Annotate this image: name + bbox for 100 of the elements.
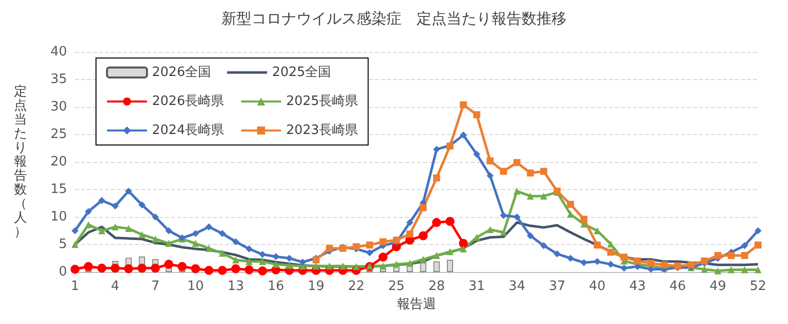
point — [728, 252, 735, 259]
point — [84, 262, 93, 271]
y-tick-label: 25 — [50, 127, 67, 142]
point — [647, 266, 654, 273]
bar — [446, 260, 453, 272]
point — [72, 227, 78, 234]
x-tick-label: 52 — [750, 279, 766, 294]
point — [607, 260, 614, 268]
point — [594, 258, 601, 266]
y-tick-label: 20 — [50, 154, 67, 170]
point — [98, 197, 106, 204]
legend-label: 2023長崎県 — [286, 123, 358, 138]
x-tick-label: 46 — [669, 279, 686, 294]
x-tick-label: 10 — [187, 279, 204, 294]
point — [138, 231, 146, 238]
point — [567, 210, 574, 218]
point — [286, 254, 293, 262]
point — [124, 264, 134, 274]
point — [486, 172, 494, 180]
point — [418, 231, 428, 240]
point — [500, 228, 508, 236]
point — [326, 262, 333, 270]
legend-label: 2026全国 — [152, 65, 212, 80]
y-tick-label: 5 — [58, 237, 67, 252]
x-tick-label: 22 — [348, 279, 365, 294]
x-tick-label: 25 — [388, 279, 405, 294]
point — [607, 240, 614, 248]
point — [352, 263, 360, 270]
point — [244, 265, 254, 274]
x-tick-label: 4 — [111, 279, 120, 294]
point — [258, 250, 266, 258]
point — [432, 218, 442, 227]
point — [754, 227, 762, 234]
point — [513, 188, 520, 195]
point — [458, 238, 468, 248]
point — [607, 248, 614, 256]
point — [218, 266, 227, 275]
point — [125, 188, 132, 195]
x-tick-label: 7 — [151, 279, 160, 294]
point — [700, 258, 708, 264]
point — [366, 242, 374, 249]
point — [112, 202, 119, 210]
x-axis-title: 報告週 — [397, 296, 436, 312]
point — [420, 204, 427, 212]
point — [741, 252, 748, 259]
point — [500, 212, 508, 219]
point — [204, 266, 214, 275]
point — [540, 192, 548, 200]
x-tick-label: 43 — [629, 279, 646, 294]
point — [366, 249, 374, 256]
point — [152, 236, 159, 242]
point — [580, 259, 588, 266]
legend-label: 2024長崎県 — [152, 123, 224, 138]
point — [754, 266, 762, 274]
point — [460, 101, 467, 108]
point — [433, 252, 440, 259]
point — [688, 261, 695, 268]
point — [700, 266, 708, 273]
point — [620, 264, 628, 272]
x-tick-label: 19 — [308, 279, 324, 294]
point — [513, 159, 520, 166]
point — [272, 260, 280, 268]
point — [70, 264, 80, 274]
point — [380, 238, 387, 246]
point — [246, 258, 253, 266]
point — [741, 266, 748, 274]
x-tick-label: 1 — [70, 279, 80, 294]
chart-title: 新型コロナウイルス感染症 定点当たり報告数推移 — [222, 10, 566, 28]
point — [164, 260, 174, 269]
y-tick-label: 0 — [58, 264, 67, 280]
y-tick-label: 35 — [50, 72, 67, 87]
point — [192, 230, 200, 237]
point — [246, 245, 253, 252]
point — [554, 250, 561, 258]
point — [567, 200, 574, 208]
point — [150, 264, 160, 273]
point — [728, 266, 735, 274]
point — [178, 262, 187, 271]
point — [380, 262, 387, 270]
point — [513, 214, 520, 220]
x-tick-label: 28 — [428, 279, 445, 294]
x-tick-label: 40 — [589, 279, 606, 294]
point — [420, 256, 427, 263]
point — [231, 264, 240, 274]
point — [433, 146, 440, 153]
point — [526, 232, 534, 240]
point — [84, 208, 92, 215]
point — [258, 266, 267, 276]
point — [754, 242, 762, 249]
point — [567, 254, 574, 262]
point — [339, 262, 346, 270]
legend-label: 2025全国 — [272, 65, 332, 80]
point — [486, 226, 494, 234]
point — [192, 240, 200, 247]
point — [98, 227, 106, 234]
point — [138, 201, 146, 208]
point — [299, 258, 306, 266]
point — [378, 252, 388, 262]
legend-label: 2026長崎県 — [152, 94, 224, 109]
legend-label: 2025長崎県 — [286, 94, 358, 109]
